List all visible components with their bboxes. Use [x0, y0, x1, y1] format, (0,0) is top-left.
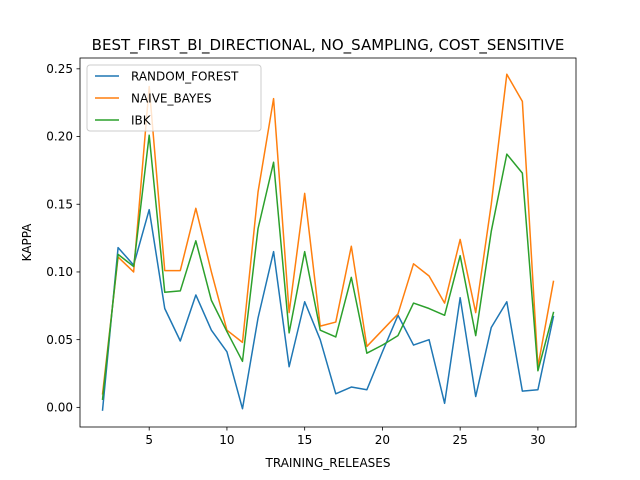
y-axis-label: KAPPA: [20, 223, 34, 262]
plot-frame: [79, 57, 577, 428]
x-tick-label: 15: [297, 433, 312, 447]
x-axis: 5 10 15 20 25 30: [145, 427, 546, 447]
chart-title: BEST_FIRST_BI_DIRECTIONAL, NO_SAMPLING, …: [92, 36, 565, 55]
x-tick-label: 25: [453, 433, 468, 447]
legend-box: [86, 64, 262, 132]
x-tick-label: 10: [219, 433, 234, 447]
y-tick-label: 0.20: [46, 130, 73, 144]
x-tick-label: 30: [530, 433, 545, 447]
series-layer: [101, 73, 555, 411]
y-tick-label: 0.25: [46, 62, 73, 76]
series-line-random-forest: [101, 208, 555, 411]
y-tick-label: 0.10: [46, 265, 73, 279]
y-tick-label: 0.15: [46, 197, 73, 211]
y-tick-label: 0.05: [46, 333, 73, 347]
series-line-naive-bayes: [101, 73, 555, 395]
series-line-ibk: [101, 134, 555, 401]
legend: RANDOM_FOREST NAIVE_BAYES IBK: [86, 64, 262, 132]
legend-label: RANDOM_FOREST: [131, 70, 239, 84]
legend-label: IBK: [131, 114, 152, 128]
y-axis: 0.00 0.05 0.10 0.15 0.20 0.25: [46, 62, 80, 415]
x-axis-label: TRAINING_RELEASES: [265, 456, 391, 470]
x-tick-label: 5: [145, 433, 153, 447]
y-tick-label: 0.00: [46, 401, 73, 415]
legend-label: NAIVE_BAYES: [131, 92, 212, 106]
x-tick-label: 20: [375, 433, 390, 447]
